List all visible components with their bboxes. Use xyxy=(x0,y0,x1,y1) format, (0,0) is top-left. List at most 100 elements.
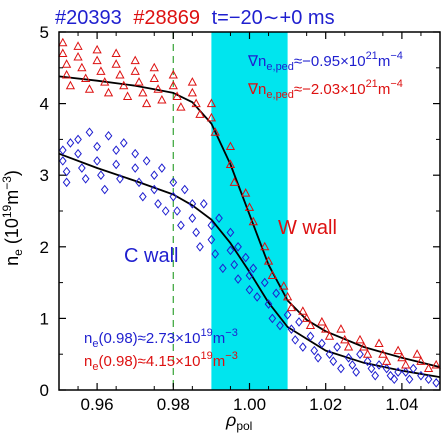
w-wall-point-18 xyxy=(119,80,129,90)
w-wall-point-67 xyxy=(393,345,403,355)
annotation-c-wall: C wall xyxy=(124,245,178,267)
c-wall-point-84 xyxy=(401,367,410,377)
c-wall-point-53 xyxy=(253,292,261,302)
y-tick-label: 5 xyxy=(40,23,49,42)
c-wall-point-68 xyxy=(325,349,334,360)
c-wall-point-44 xyxy=(226,227,235,238)
w-wall-point-21 xyxy=(130,66,140,75)
w-wall-point-29 xyxy=(168,69,178,79)
w-wall-point-64 xyxy=(374,338,384,347)
c-wall-point-16 xyxy=(112,159,120,170)
x-tick-label: 0.98 xyxy=(157,395,190,414)
pedestal-shaded-band xyxy=(211,32,288,390)
c-wall-point-28 xyxy=(161,206,170,216)
w-wall-point-13 xyxy=(100,77,110,86)
w-wall-point-27 xyxy=(153,84,163,93)
c-wall-point-25 xyxy=(150,184,159,195)
c-wall-point-11 xyxy=(93,156,101,166)
w-wall-point-17 xyxy=(115,69,125,79)
x-tick-label: 1.00 xyxy=(233,395,266,414)
w-wall-point-37 xyxy=(206,98,217,108)
w-wall-point-7 xyxy=(77,62,87,72)
annotation-density-c: ne(0.98)≈2.73×1019m−3 xyxy=(84,327,238,350)
c-wall-point-27 xyxy=(158,163,166,173)
w-wall-point-40 xyxy=(225,141,236,151)
w-wall-point-14 xyxy=(103,87,114,97)
c-wall-point-52 xyxy=(249,263,258,274)
w-wall-point-53 xyxy=(302,313,312,322)
y-tick-label: 3 xyxy=(40,166,49,185)
c-wall-point-21 xyxy=(135,177,143,188)
c-wall-point-79 xyxy=(375,360,383,370)
w-wall-point-55 xyxy=(317,316,327,326)
w-wall-point-3 xyxy=(61,69,72,79)
c-wall-point-31 xyxy=(173,206,181,216)
c-wall-point-48 xyxy=(234,274,242,284)
c-wall-point-20 xyxy=(131,163,140,173)
w-wall-point-63 xyxy=(362,349,373,358)
w-wall-point-42 xyxy=(229,177,239,186)
w-wall-point-20 xyxy=(130,55,140,65)
c-wall-point-76 xyxy=(363,356,372,367)
annotation-density-w: ne(0.98)≈4.15×1019m−3 xyxy=(84,350,238,373)
c-wall-point-63 xyxy=(298,342,307,352)
x-tick-label: 0.96 xyxy=(81,395,114,414)
annotation-w-wall: W wall xyxy=(278,217,337,239)
c-wall-point-26 xyxy=(154,199,162,209)
c-wall-point-43 xyxy=(218,263,227,274)
w-wall-point-71 xyxy=(416,356,426,365)
c-wall-point-77 xyxy=(367,363,376,374)
c-wall-point-35 xyxy=(188,213,197,223)
y-tick-label: 4 xyxy=(40,95,49,114)
y-axis-label: ne (1019m−3) xyxy=(0,170,25,266)
w-wall-point-49 xyxy=(279,281,289,290)
w-wall-point-24 xyxy=(141,98,152,108)
c-wall-point-36 xyxy=(192,227,201,238)
c-wall-point-10 xyxy=(93,141,101,152)
w-wall-point-52 xyxy=(298,306,308,315)
c-wall-point-74 xyxy=(352,367,361,377)
w-wall-point-43 xyxy=(241,188,251,197)
c-wall-point-55 xyxy=(264,299,273,309)
c-wall-point-49 xyxy=(241,252,250,263)
c-wall-point-80 xyxy=(382,363,391,374)
w-wall-point-1 xyxy=(58,48,68,57)
w-wall-point-23 xyxy=(138,87,148,97)
c-wall-point-69 xyxy=(329,356,338,367)
c-wall-point-88 xyxy=(424,374,433,385)
w-wall-point-72 xyxy=(423,363,434,373)
c-wall-point-75 xyxy=(356,349,364,360)
c-wall-point-15 xyxy=(112,145,120,155)
x-tick-label: 1.02 xyxy=(309,395,342,414)
w-wall-point-62 xyxy=(359,341,369,351)
w-wall-point-41 xyxy=(225,159,236,168)
c-wall-point-85 xyxy=(405,374,414,385)
w-wall-point-56 xyxy=(321,324,331,333)
w-wall-point-46 xyxy=(260,241,270,251)
w-wall-point-45 xyxy=(248,216,258,226)
c-wall-point-54 xyxy=(260,277,269,288)
y-tick-label: 2 xyxy=(40,238,49,257)
w-wall-point-58 xyxy=(336,324,346,333)
c-wall-point-72 xyxy=(344,352,353,363)
w-wall-point-2 xyxy=(61,59,72,68)
w-wall-point-35 xyxy=(191,98,201,108)
w-wall-point-38 xyxy=(206,112,217,122)
w-wall-point-12 xyxy=(96,66,106,75)
c-wall-point-9 xyxy=(85,127,94,138)
title-shot-c: #20393 xyxy=(55,7,122,29)
c-wall-point-7 xyxy=(78,163,86,173)
c-wall-point-30 xyxy=(169,191,178,202)
c-wall-point-12 xyxy=(97,170,105,181)
c-wall-point-61 xyxy=(291,335,300,345)
x-tick-label: 1.04 xyxy=(385,395,418,414)
w-wall-point-19 xyxy=(122,91,133,100)
w-wall-point-6 xyxy=(73,52,83,61)
w-wall-point-25 xyxy=(149,62,159,72)
w-wall-point-39 xyxy=(210,127,220,136)
w-wall-point-32 xyxy=(176,102,186,111)
c-wall-point-29 xyxy=(169,177,178,188)
c-wall-point-59 xyxy=(283,310,292,320)
w-wall-point-54 xyxy=(305,320,316,330)
w-wall-point-4 xyxy=(65,80,76,90)
